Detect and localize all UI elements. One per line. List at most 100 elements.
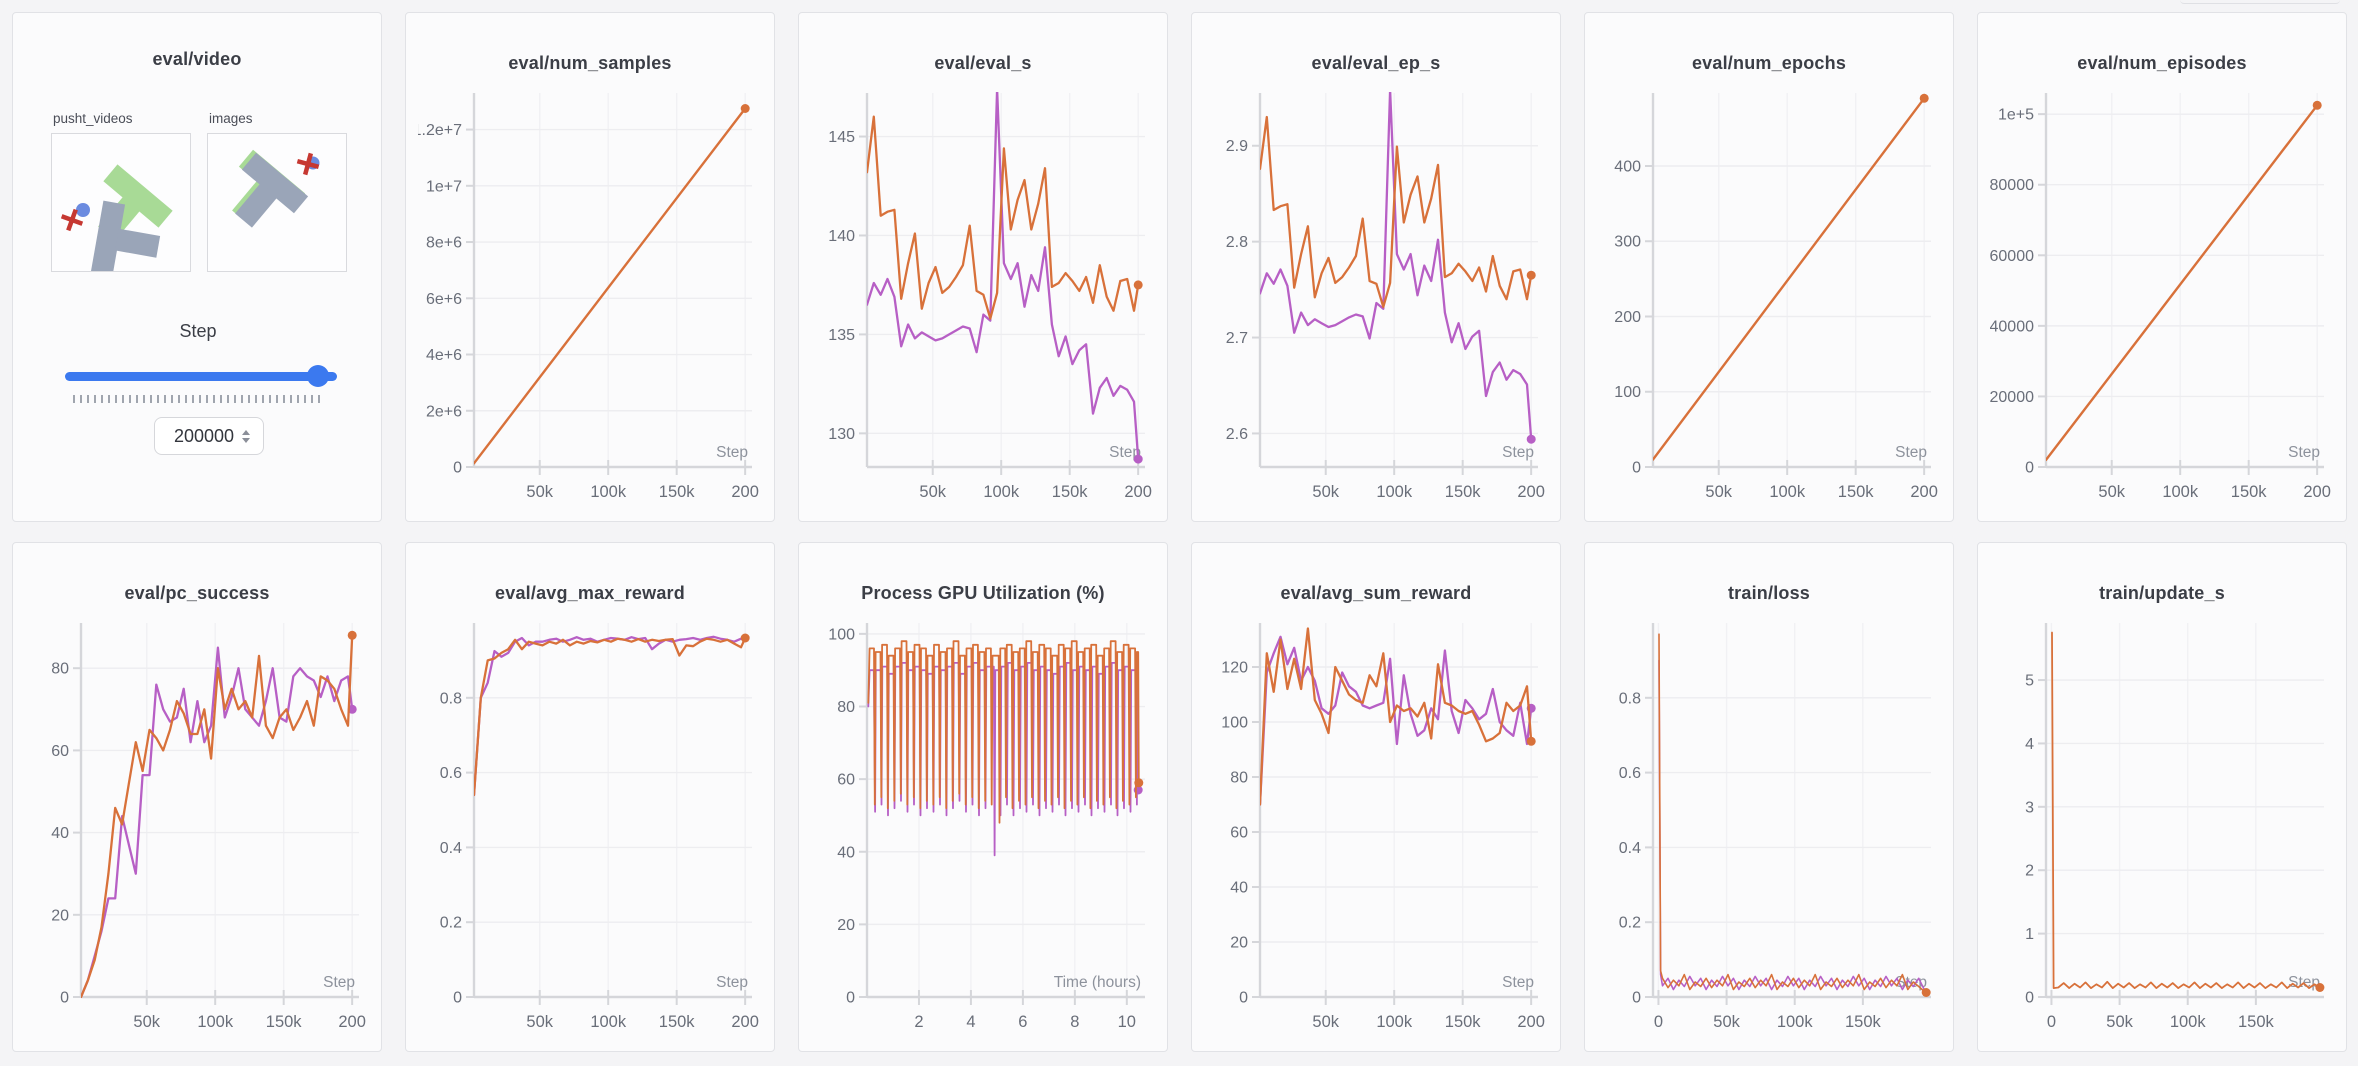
step-input[interactable] bbox=[168, 425, 240, 447]
svg-text:0.2: 0.2 bbox=[1619, 915, 1641, 932]
video-thumbnail-images[interactable] bbox=[207, 133, 347, 272]
panel-title: eval/avg_sum_reward bbox=[1280, 583, 1472, 603]
chart-eval-pc-success[interactable]: 0 20 40 60 80 50k 100k 150k 200 Step bbox=[25, 617, 371, 1051]
panel-eval-num-epochs: eval/num_epochs 0 100 200 300 400 50k 100k 150k… bbox=[1584, 12, 1954, 522]
step-stepper[interactable] bbox=[242, 429, 250, 443]
svg-text:300: 300 bbox=[1614, 234, 1641, 251]
agent-dot bbox=[76, 203, 90, 217]
panel-eval-num-episodes: eval/num_episodes 0 20000 40000 60000 80000 1… bbox=[1977, 12, 2347, 522]
svg-text:0: 0 bbox=[453, 990, 462, 1007]
series-run-orange-end-dot bbox=[347, 630, 357, 640]
series-run-orange bbox=[1260, 115, 1533, 309]
step-slider-knob[interactable] bbox=[306, 365, 329, 387]
chart-eval-eval-ep-s[interactable]: 2.6 2.7 2.8 2.9 50k 100k 150k 200 Step bbox=[1204, 87, 1550, 521]
svg-text:80000: 80000 bbox=[1990, 177, 2034, 194]
panel-title: eval/pc_success bbox=[124, 583, 270, 603]
series-run-orange-end-dot bbox=[740, 633, 750, 643]
svg-text:0: 0 bbox=[453, 460, 462, 477]
series-run-purple bbox=[81, 646, 354, 998]
svg-text:Step: Step bbox=[1502, 444, 1534, 461]
svg-text:120: 120 bbox=[1221, 660, 1248, 677]
series-run-orange bbox=[867, 640, 1140, 824]
gray-t-shape bbox=[235, 152, 309, 228]
svg-text:50k: 50k bbox=[526, 1013, 553, 1031]
svg-text:150k: 150k bbox=[1052, 483, 1089, 501]
series-run-purple-end-dot bbox=[1526, 434, 1536, 444]
chart-gpu-utilization[interactable]: 0 20 40 60 80 100 2 4 6 8 10 Time (hours) bbox=[811, 617, 1157, 1051]
svg-text:80: 80 bbox=[1230, 770, 1248, 787]
svg-text:200: 200 bbox=[1517, 483, 1545, 501]
svg-text:2.6: 2.6 bbox=[1226, 426, 1248, 443]
panel-eval-pc-success: eval/pc_success 0 20 40 60 80 50k 100k 150k 200 S… bbox=[12, 542, 382, 1052]
svg-text:100k: 100k bbox=[1376, 483, 1413, 501]
video-thumbnail-pusht[interactable] bbox=[51, 133, 191, 276]
chart-eval-num-epochs[interactable]: 0 100 200 300 400 50k 100k 150k 200 Step bbox=[1597, 87, 1943, 521]
svg-text:40: 40 bbox=[51, 825, 69, 842]
svg-text:200: 200 bbox=[1910, 483, 1938, 501]
svg-text:8: 8 bbox=[1070, 1013, 1079, 1031]
chart-svg: 0 20 40 60 80 50k 100k 150k 200 Step bbox=[51, 623, 366, 1031]
svg-text:0.8: 0.8 bbox=[1619, 690, 1641, 707]
svg-text:145: 145 bbox=[828, 129, 855, 146]
svg-text:0: 0 bbox=[2047, 1013, 2056, 1031]
series-run-purple bbox=[1260, 92, 1533, 441]
chart-eval-num-episodes[interactable]: 0 20000 40000 60000 80000 1e+5 50k 100k 150k 200 S… bbox=[1990, 87, 2336, 521]
chart-svg: 0 100 200 300 400 50k 100k 150k 200 Step bbox=[1614, 93, 1938, 501]
chart-train-loss[interactable]: 0 0.2 0.4 0.6 0.8 0 50k 100k 150k Step bbox=[1597, 617, 1943, 1051]
panel-eval-eval-ep-s: eval/eval_ep_s 2.6 2.7 2.8 2.9 50k 100k 150k 20… bbox=[1191, 12, 1561, 522]
svg-text:80: 80 bbox=[837, 699, 855, 716]
chart-eval-eval-s[interactable]: 130 135 140 145 50k 100k 150k 200 Step bbox=[811, 87, 1157, 521]
panel-title: train/update_s bbox=[2099, 583, 2225, 603]
svg-text:60: 60 bbox=[837, 772, 855, 789]
step-slider-ruler bbox=[73, 395, 321, 403]
svg-text:0: 0 bbox=[1654, 1013, 1663, 1031]
chart-svg: 0 20 40 60 80 100 120 50k 100k 150k 200 Step bbox=[1221, 623, 1545, 1031]
series-run-orange-end-dot bbox=[2315, 983, 2325, 992]
svg-text:140: 140 bbox=[828, 228, 855, 245]
svg-text:Step: Step bbox=[716, 444, 748, 461]
series-run-purple bbox=[1658, 659, 1926, 991]
step-decrement-icon[interactable] bbox=[242, 437, 250, 443]
svg-text:4: 4 bbox=[966, 1013, 975, 1031]
svg-text:150k: 150k bbox=[659, 1013, 696, 1031]
svg-text:0: 0 bbox=[1632, 460, 1641, 477]
series-run-purple bbox=[474, 635, 747, 797]
panel-eval-avg-max-reward: eval/avg_max_reward 0 0.2 0.4 0.6 0.8 50k 100k… bbox=[405, 542, 775, 1052]
svg-text:0.4: 0.4 bbox=[440, 840, 462, 857]
chart-eval-avg-sum-reward[interactable]: 0 20 40 60 80 100 120 50k 100k 150k 200 Step bbox=[1204, 617, 1550, 1051]
step-slider-track[interactable] bbox=[65, 372, 337, 381]
series-run-orange bbox=[474, 636, 747, 797]
svg-text:Step: Step bbox=[1895, 444, 1927, 461]
chart-eval-avg-max-reward[interactable]: 0 0.2 0.4 0.6 0.8 50k 100k 150k 200 Step bbox=[418, 617, 764, 1051]
svg-text:1e+7: 1e+7 bbox=[426, 178, 462, 195]
svg-text:200: 200 bbox=[731, 483, 759, 501]
chart-svg: 0 20000 40000 60000 80000 1e+5 50k 100k 150k 200 S… bbox=[1990, 93, 2331, 501]
svg-text:50k: 50k bbox=[1713, 1013, 1740, 1031]
svg-text:150k: 150k bbox=[1445, 1013, 1482, 1031]
svg-text:100k: 100k bbox=[2162, 483, 2199, 501]
svg-text:0: 0 bbox=[1239, 990, 1248, 1007]
panel-title: Process GPU Utilization (%) bbox=[861, 583, 1105, 603]
series-run-orange bbox=[81, 634, 354, 998]
series-run-orange bbox=[2051, 631, 2321, 990]
svg-text:2.7: 2.7 bbox=[1226, 330, 1248, 347]
step-increment-icon[interactable] bbox=[242, 429, 250, 435]
svg-text:150k: 150k bbox=[1838, 483, 1875, 501]
panel-title: eval/num_epochs bbox=[1691, 53, 1847, 73]
video-panel-body: pusht_videos images bbox=[25, 83, 371, 521]
svg-text:0.2: 0.2 bbox=[440, 915, 462, 932]
step-input-box[interactable] bbox=[154, 417, 264, 455]
svg-text:200: 200 bbox=[1517, 1013, 1545, 1031]
svg-text:Step: Step bbox=[1895, 974, 1927, 991]
chart-eval-num-samples[interactable]: 0 2e+6 4e+6 6e+6 8e+6 1e+7 1.2e+7 50k 100k 150k 20… bbox=[413, 87, 764, 521]
chart-svg: 0 20 40 60 80 100 2 4 6 8 10 Time (hours) bbox=[828, 623, 1145, 1031]
svg-text:0.6: 0.6 bbox=[440, 765, 462, 782]
step-slider[interactable] bbox=[65, 365, 337, 387]
svg-text:50k: 50k bbox=[919, 483, 946, 501]
svg-text:6e+6: 6e+6 bbox=[426, 291, 462, 308]
chart-svg: 0 2e+6 4e+6 6e+6 8e+6 1e+7 1.2e+7 50k 100k 150k 20… bbox=[413, 93, 759, 501]
chart-train-update-s[interactable]: 0 1 2 3 4 5 0 50k 100k 150k Step bbox=[1990, 617, 2336, 1051]
series-run-orange-end-dot bbox=[740, 104, 750, 113]
